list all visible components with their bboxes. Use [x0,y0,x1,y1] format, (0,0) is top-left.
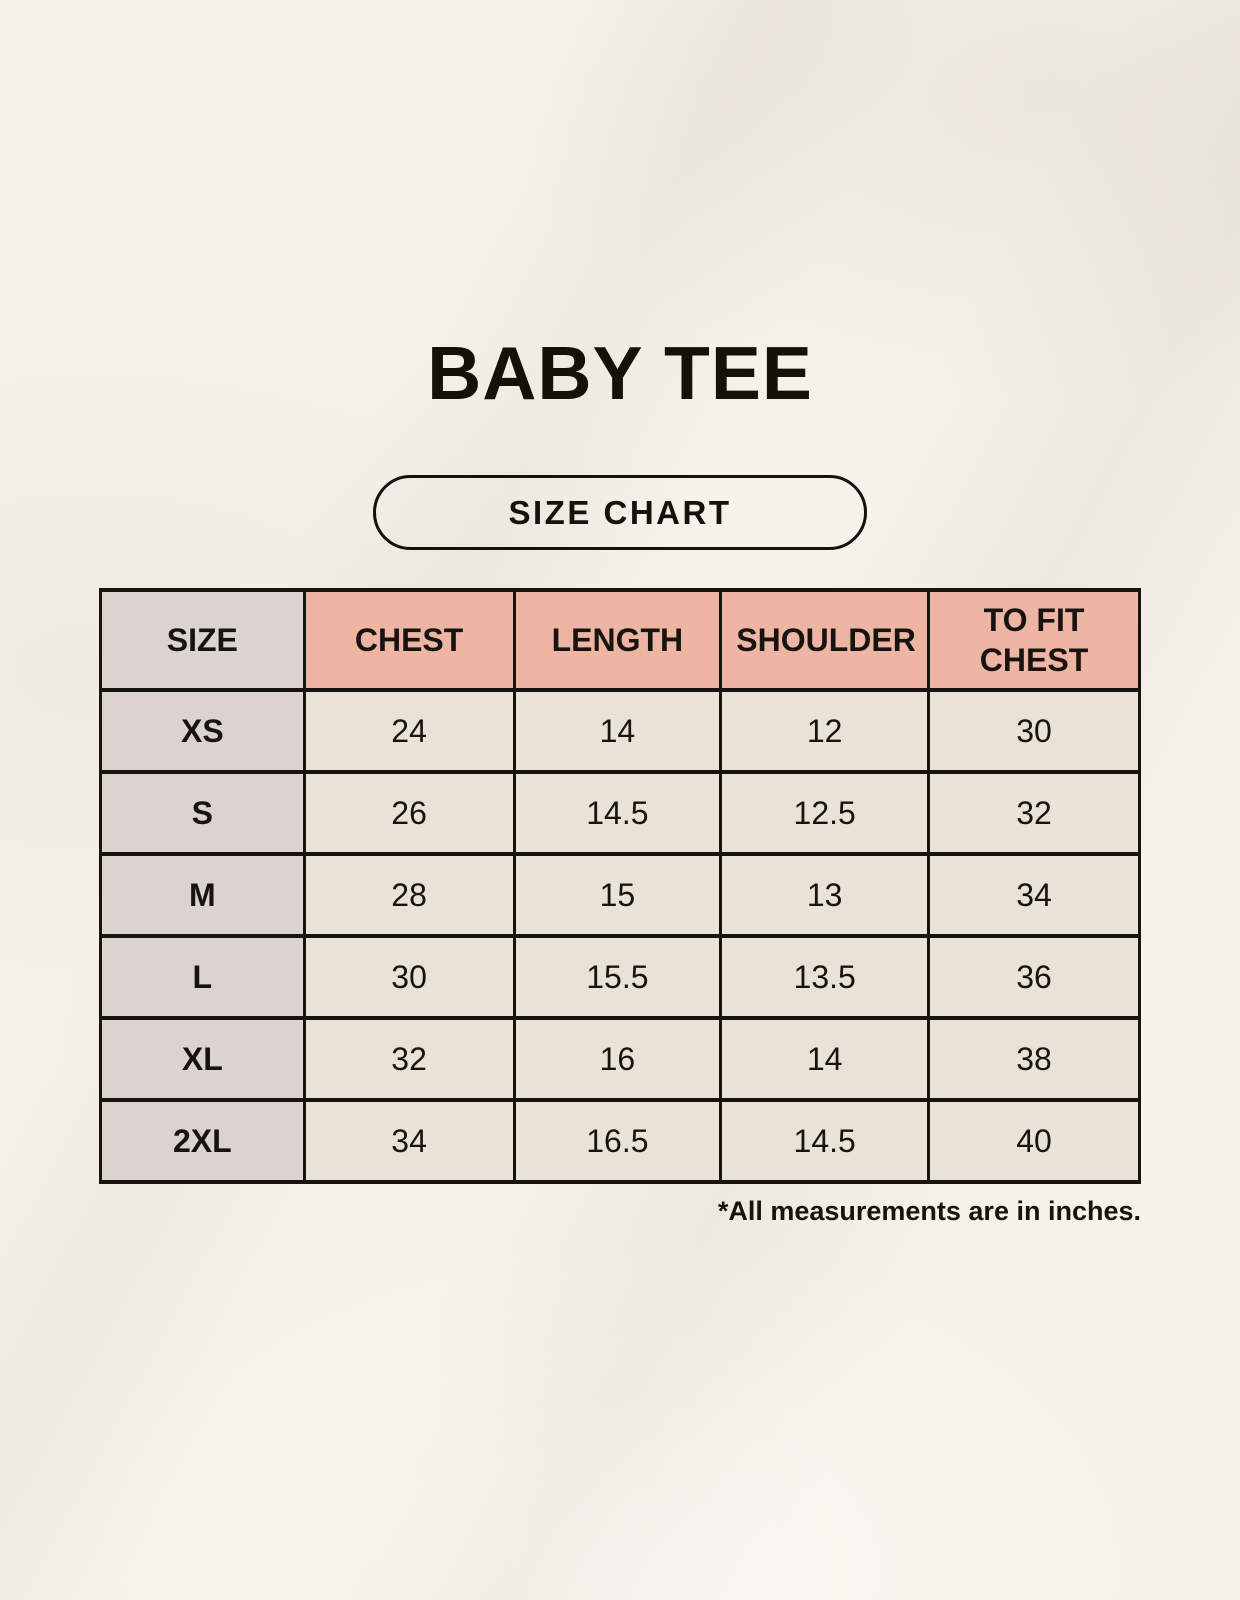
measurements-footnote: *All measurements are in inches. [717,1196,1141,1226]
to-fit-chest-cell: 32 [927,770,1141,856]
length-cell: 14.5 [512,770,723,856]
column-header-shoulder: SHOULDER [719,588,931,692]
column-header-size: SIZE [99,588,306,692]
shoulder-cell: 12 [719,688,931,774]
size-cell: S [99,770,306,856]
shoulder-cell: 14 [719,1016,931,1102]
length-cell: 16 [512,1016,723,1102]
size-cell: L [99,934,306,1020]
to-fit-chest-cell: 38 [927,1016,1141,1102]
size-cell: XL [99,1016,306,1102]
chest-cell: 28 [302,852,516,938]
column-header-to-fit-chest: TO FIT CHEST [927,588,1141,692]
column-header-chest: CHEST [302,588,516,692]
size-chart-badge-label: SIZE CHART [508,493,732,531]
table-row-s: S 26 14.5 12.5 32 [99,770,1141,856]
length-cell: 15 [512,852,723,938]
shoulder-cell: 12.5 [719,770,931,856]
table-body: XS 24 14 12 30 S 26 14.5 12.5 32 M 28 15… [99,688,1141,1184]
page-title: BABY TEE [427,331,813,415]
to-fit-chest-cell: 36 [927,934,1141,1020]
to-fit-chest-cell: 30 [927,688,1141,774]
table-row-m: M 28 15 13 34 [99,852,1141,938]
chest-cell: 30 [302,934,516,1020]
chest-cell: 32 [302,1016,516,1102]
size-cell: M [99,852,306,938]
chest-cell: 26 [302,770,516,856]
size-chart-badge[interactable]: SIZE CHART [373,475,867,550]
table-header: SIZE CHEST LENGTH SHOULDER TO FIT CHEST [99,588,1141,692]
to-fit-chest-cell: 40 [927,1098,1141,1184]
shoulder-cell: 13 [719,852,931,938]
table-row-l: L 30 15.5 13.5 36 [99,934,1141,1020]
table-row-xs: XS 24 14 12 30 [99,688,1141,774]
table-row-xl: XL 32 16 14 38 [99,1016,1141,1102]
shoulder-cell: 13.5 [719,934,931,1020]
size-cell: XS [99,688,306,774]
chest-cell: 24 [302,688,516,774]
length-cell: 15.5 [512,934,723,1020]
column-header-length: LENGTH [512,588,723,692]
size-cell: 2XL [99,1098,306,1184]
size-chart-table: SIZE CHEST LENGTH SHOULDER TO FIT CHEST … [99,588,1141,1184]
length-cell: 16.5 [512,1098,723,1184]
chest-cell: 34 [302,1098,516,1184]
table-row-2xl: 2XL 34 16.5 14.5 40 [99,1098,1141,1184]
to-fit-chest-cell: 34 [927,852,1141,938]
length-cell: 14 [512,688,723,774]
shoulder-cell: 14.5 [719,1098,931,1184]
header-row: SIZE CHEST LENGTH SHOULDER TO FIT CHEST [99,588,1141,692]
